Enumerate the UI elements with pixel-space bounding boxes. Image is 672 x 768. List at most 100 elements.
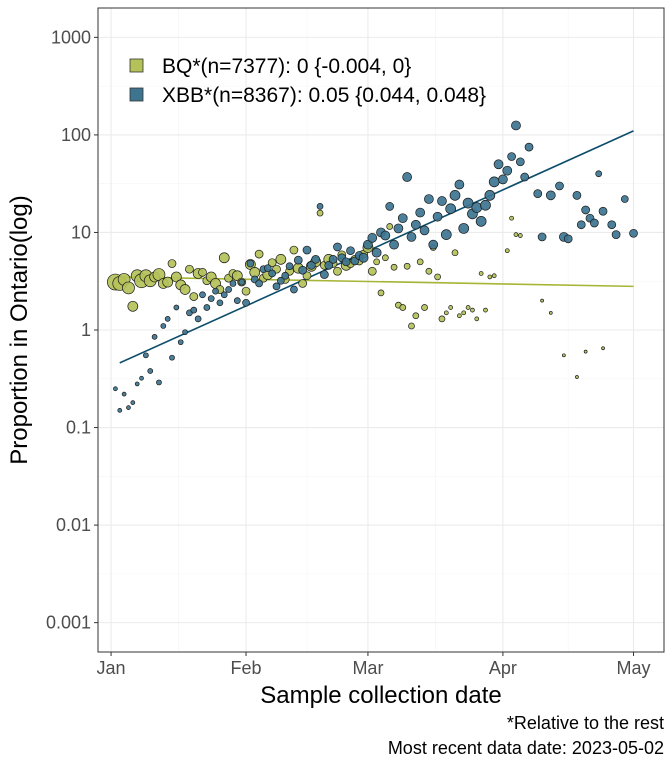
xbb-point <box>233 297 241 304</box>
bq-point <box>601 346 605 351</box>
bq-point <box>438 315 446 323</box>
xbb-point <box>515 157 525 167</box>
bq-point <box>575 375 579 379</box>
bq-point <box>434 273 441 281</box>
bq-point <box>483 307 488 313</box>
xbb-point <box>285 262 294 271</box>
bq-point <box>254 249 264 259</box>
bq-point <box>509 215 514 221</box>
xbb-point <box>328 255 338 264</box>
legend-key-xbb <box>129 87 144 102</box>
legend-label-xbb: XBB*(n=8367): 0.05 {0.044, 0.048} <box>162 84 486 107</box>
xbb-point <box>611 230 621 239</box>
bq-point <box>198 267 207 277</box>
y-tick-label: 100 <box>61 125 91 145</box>
xbb-point <box>397 213 408 224</box>
xbb-point <box>298 265 307 275</box>
xbb-point <box>268 269 277 278</box>
xbb-point <box>130 400 136 405</box>
xbb-point <box>367 233 378 243</box>
xbb-point <box>272 282 281 291</box>
xbb-point <box>139 375 144 381</box>
xbb-point <box>194 315 202 323</box>
bq-point <box>408 322 415 330</box>
xbb-point <box>207 295 215 302</box>
bq-point <box>421 304 428 311</box>
caption-relative: *Relative to the rest <box>507 713 664 733</box>
xbb-point <box>432 211 443 222</box>
xbb-point <box>212 287 219 295</box>
xbb-point <box>246 259 255 268</box>
y-tick-label: 0.01 <box>56 515 91 535</box>
xbb-point <box>316 203 324 210</box>
y-tick-label: 1 <box>81 320 91 340</box>
bq-point <box>167 259 177 268</box>
xbb-point <box>576 220 586 230</box>
xbb-point <box>524 142 534 152</box>
bq-point <box>275 254 287 265</box>
bq-point <box>540 298 544 303</box>
xbb-point <box>229 280 237 287</box>
bq-point <box>416 258 424 266</box>
xbb-point <box>545 190 556 201</box>
bq-point <box>289 245 299 255</box>
bq-point <box>491 273 497 279</box>
legend-key-bq <box>129 58 144 73</box>
bq-point <box>448 305 454 310</box>
bq-point <box>425 267 433 275</box>
xbb-point <box>190 306 198 314</box>
xbb-point <box>255 279 263 288</box>
xbb-point <box>238 278 246 286</box>
xbb-point <box>121 391 127 397</box>
xbb-point <box>595 170 603 178</box>
xbb-point <box>199 291 206 299</box>
bq-point <box>333 266 342 276</box>
xbb-point <box>589 218 599 228</box>
bq-point <box>562 353 566 358</box>
bq-point <box>465 305 471 310</box>
bq-point <box>162 276 174 288</box>
bq-point <box>474 316 480 322</box>
xbb-point <box>220 291 228 299</box>
xbb-point <box>346 246 355 256</box>
xbb-point <box>263 264 272 273</box>
xbb-point <box>454 179 465 190</box>
bq-point <box>487 274 493 280</box>
xbb-point <box>537 232 547 242</box>
bq-point <box>122 281 135 295</box>
xbb-point <box>410 219 421 230</box>
xbb-point <box>358 252 369 263</box>
bq-point <box>403 262 411 270</box>
xbb-point <box>520 172 530 182</box>
xbb-point <box>449 190 461 201</box>
bq-point <box>179 284 191 295</box>
bq-point <box>367 266 377 276</box>
bq-point <box>298 279 307 288</box>
xbb-point <box>302 245 312 255</box>
bq-point <box>127 300 139 312</box>
xbb-point <box>402 172 412 182</box>
xbb-point <box>320 270 329 279</box>
xbb-point <box>507 152 516 161</box>
xbb-point <box>173 304 180 311</box>
xbb-point <box>216 299 224 307</box>
xbb-point <box>363 239 373 250</box>
xbb-point <box>277 276 285 285</box>
y-axis-title: Proportion in Ontario(log) <box>6 195 33 464</box>
bq-point <box>457 313 462 319</box>
bq-point <box>478 271 484 276</box>
xbb-point <box>555 181 564 191</box>
bq-point <box>189 292 199 301</box>
caption-data-date: Most recent data date: 2023-05-02 <box>388 738 664 758</box>
xbb-point <box>480 199 491 211</box>
xbb-point <box>164 316 171 322</box>
xbb-point <box>484 190 496 201</box>
xbb-point <box>563 234 573 244</box>
xbb-point <box>177 339 184 346</box>
xbb-point <box>293 255 303 265</box>
x-tick-label: Feb <box>231 658 262 678</box>
y-tick-label: 1000 <box>51 27 91 47</box>
xbb-point <box>385 202 395 211</box>
xbb-point <box>475 215 487 227</box>
